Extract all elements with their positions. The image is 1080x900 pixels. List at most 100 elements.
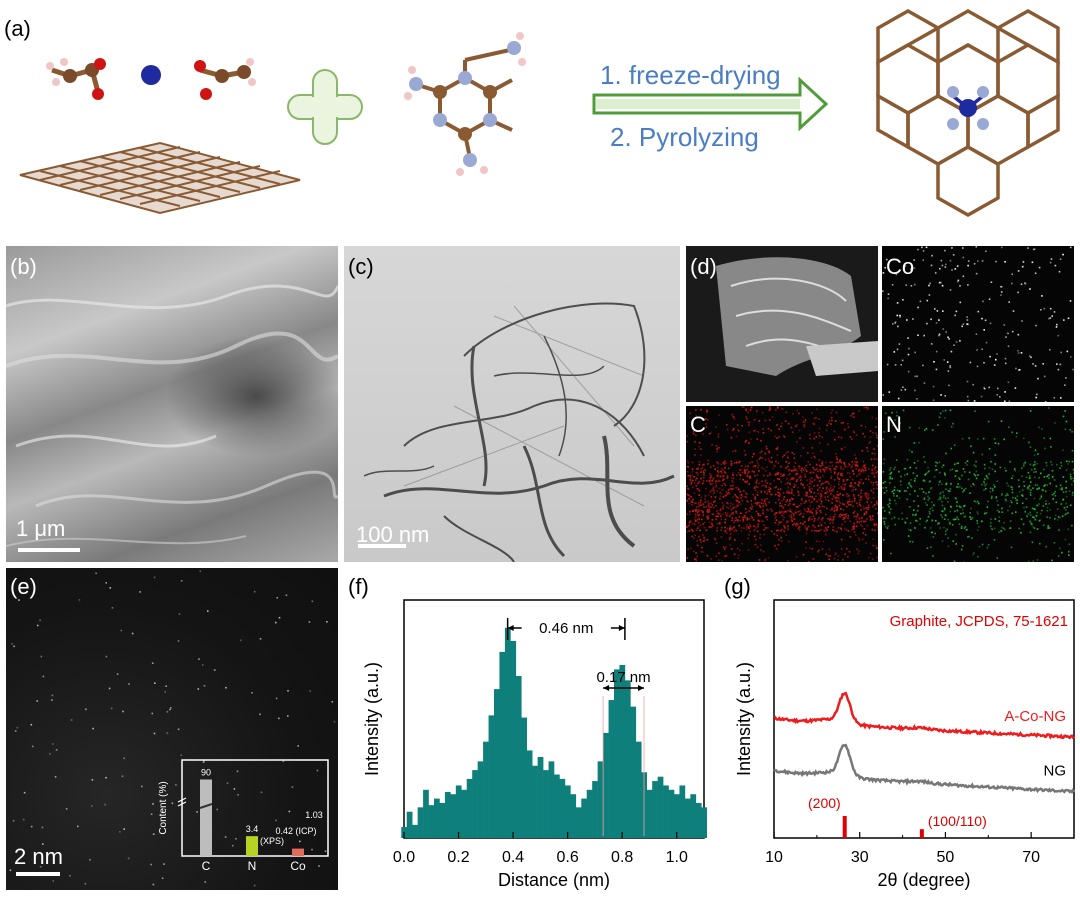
profile-bar [494, 689, 500, 838]
profile-bar [619, 665, 626, 838]
chart-g-xtick-label: 50 [937, 849, 955, 866]
co-n4-graphene-product [876, 8, 1060, 218]
profile-bar [635, 741, 642, 838]
reference-peak [919, 829, 924, 838]
axis-break-mark [199, 803, 213, 809]
profile-bar [554, 774, 560, 838]
scheme-step-2: 2. Pyrolyzing [610, 122, 759, 152]
profile-bar [679, 785, 686, 838]
profile-bar [477, 761, 484, 838]
panel-label-g: (g) [724, 574, 751, 599]
chart-f-xtick-label: 0.6 [557, 849, 579, 866]
annotation-arrowhead [638, 685, 644, 691]
eds-label-c: C [690, 412, 706, 437]
acetate-right-molecule [194, 58, 256, 100]
profile-bar [439, 802, 446, 838]
inset-xtick: N [248, 859, 257, 872]
annotation-label: 0.17 nm [596, 669, 650, 686]
scale-bar-label-b: 1 μm [16, 516, 66, 541]
profile-bar [695, 802, 702, 838]
profile-bar [488, 715, 495, 838]
xrd-series-ng [773, 743, 1076, 795]
reference-peak-label: (200) [808, 795, 841, 811]
eds-map-n: N [882, 406, 1074, 562]
reaction-arrow-icon [592, 76, 829, 132]
profile-bar [450, 794, 457, 838]
profile-bar [690, 794, 697, 838]
profile-bar [548, 761, 555, 838]
profile-bar [608, 700, 615, 838]
profile-bar [428, 805, 435, 838]
eds-map-co: Co [882, 246, 1074, 402]
chart-g-xlabel: 2θ (degree) [877, 870, 970, 890]
xrd-series-a-co-ng [773, 691, 1075, 740]
profile-bar [564, 785, 571, 838]
reference-peak-label: (100/110) [928, 813, 987, 829]
tem-image-c: (c) 100 nm [344, 246, 680, 562]
profile-bar [701, 807, 708, 838]
profile-bar [684, 798, 691, 838]
profile-bar [466, 778, 473, 838]
profile-bar [657, 776, 664, 838]
profile-bar [668, 789, 675, 838]
scale-bar-c [358, 544, 406, 548]
inset-value-label: 3.4 [246, 824, 259, 834]
profile-bar [537, 756, 544, 838]
eds-label-n: N [886, 412, 902, 437]
scale-bar-b [18, 548, 80, 552]
profile-bar [472, 770, 478, 838]
profile-bar [444, 792, 451, 838]
xrd-series-label: A-Co-NG [1004, 708, 1066, 725]
inset-value-label: 0.42 (ICP) [275, 826, 316, 836]
scheme-panel-a [19, 8, 1060, 218]
profile-bar [559, 778, 566, 838]
chart-f-xtick-label: 0.2 [447, 849, 469, 866]
profile-bar [630, 706, 637, 838]
inset-bar-n [246, 836, 258, 856]
annotation-label: 0.46 nm [539, 620, 593, 637]
line-profile-chart-f: 0.0 0.2 0.4 0.6 0.8 1.0 0.46 nm 0.17 nm Distan… [362, 599, 708, 890]
profile-bar [652, 781, 658, 838]
inset-bar-co [292, 848, 304, 856]
cobalt-atom [141, 65, 161, 85]
profile-bar [526, 750, 533, 838]
profile-bar [461, 789, 468, 838]
chart-g-xtick-label: 70 [1022, 849, 1040, 866]
inset-value-label: 1.03 [305, 810, 323, 820]
chart-f-xlabel: Distance (nm) [498, 870, 610, 890]
profile-bar [603, 732, 609, 838]
panel-label-c: (c) [348, 254, 374, 279]
profile-bar [504, 627, 511, 838]
plus-icon [287, 69, 363, 145]
scale-bar-label-c: 100 nm [356, 522, 430, 547]
xrd-chart-g: A-Co-NG NG (200) (100/110) 10 30 50 70 Graphi… [734, 599, 1076, 890]
scale-bar-e [16, 872, 60, 876]
inset-value-label: (XPS) [260, 836, 284, 846]
chart-f-xtick-label: 0.0 [393, 849, 415, 866]
chart-g-reference-label: Graphite, JCPDS, 75-1621 [890, 613, 1068, 630]
xrd-series-label: NG [1044, 763, 1067, 780]
scale-bar-label-e: 2 nm [14, 844, 63, 869]
inset-value-label: 90 [201, 768, 211, 778]
profile-bar [483, 741, 489, 838]
chart-g-xtick-label: 30 [851, 849, 869, 866]
profile-bar [499, 651, 506, 838]
chart-f-xtick-label: 0.4 [502, 849, 524, 866]
panel-label-a: (a) [4, 16, 31, 41]
profile-bar [521, 717, 528, 838]
profile-bar [406, 811, 413, 838]
melamine-molecule [404, 32, 526, 176]
graphene-sheet [19, 141, 301, 215]
chart-g-xtick-label: 10 [765, 849, 783, 866]
sem-image-b: (b) 1 μm [6, 246, 338, 562]
profile-bar [510, 640, 517, 838]
panel-label-e: (e) [10, 574, 37, 599]
panel-label-f: (f) [348, 574, 369, 599]
axis-break-mark [177, 797, 187, 803]
chart-f-xtick-label: 0.8 [611, 849, 633, 866]
profile-bar [663, 785, 669, 838]
inset-ylabel: Content (%) [158, 781, 169, 834]
chart-g-ylabel: Intensity (a.u.) [734, 662, 754, 776]
profile-bar [412, 824, 418, 838]
profile-bar [614, 669, 620, 838]
